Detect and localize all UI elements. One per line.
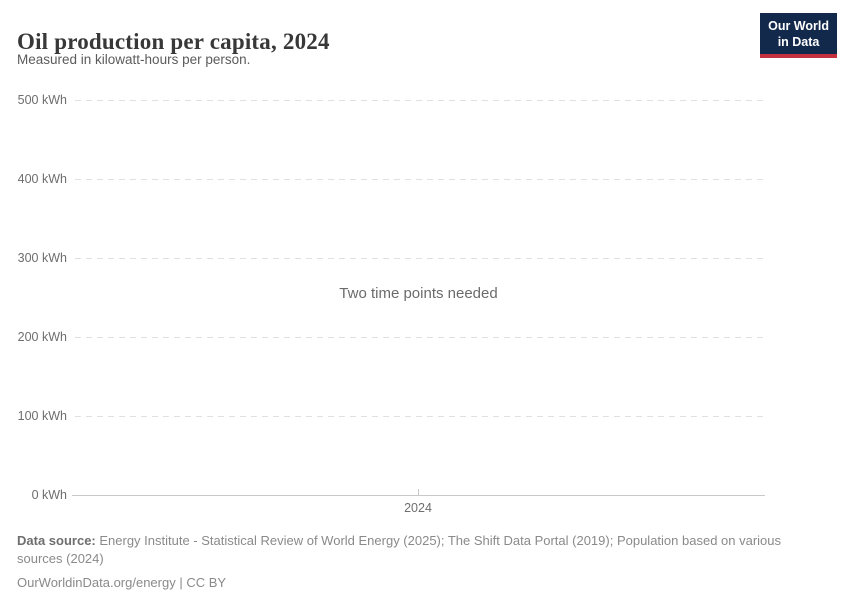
empty-chart-message: Two time points needed	[339, 285, 498, 302]
gridline	[75, 416, 765, 417]
y-tick-label: 300 kWh	[17, 251, 67, 265]
y-tick-label: 500 kWh	[17, 93, 67, 107]
plot-area: 500 kWh 400 kWh 300 kWh 200 kWh 100 kWh …	[17, 93, 765, 515]
data-source-line: Data source: Energy Institute - Statisti…	[17, 532, 817, 568]
owid-logo[interactable]: Our World in Data	[760, 13, 837, 59]
license-link[interactable]: OurWorldinData.org/energy | CC BY	[17, 574, 227, 590]
y-tick-label: 0 kWh	[31, 488, 67, 502]
gridline	[75, 258, 765, 259]
x-tick-label: 2024	[404, 501, 432, 515]
x-axis-line	[72, 495, 765, 496]
owid-logo-line1: Our World	[768, 19, 829, 33]
chart-title: Oil production per capita, 2024	[17, 29, 330, 55]
data-source-text: Energy Institute - Statistical Review of…	[17, 533, 782, 566]
y-tick-label: 400 kWh	[17, 172, 67, 186]
gridline	[75, 337, 765, 338]
data-source-label: Data source:	[17, 533, 96, 548]
y-tick-label: 100 kWh	[17, 409, 67, 423]
chart-subtitle: Measured in kilowatt-hours per person.	[17, 52, 251, 67]
y-tick-label: 200 kWh	[17, 330, 67, 344]
x-tick-mark	[418, 489, 419, 495]
gridline	[75, 100, 765, 101]
gridline	[75, 179, 765, 180]
chart-footer: Data source: Energy Institute - Statisti…	[17, 532, 817, 592]
owid-logo-line2: in Data	[777, 34, 820, 49]
